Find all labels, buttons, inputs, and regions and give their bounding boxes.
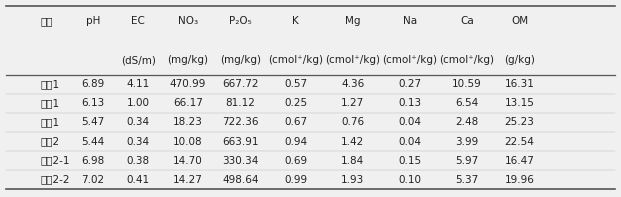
Text: 10.08: 10.08 [173,137,202,147]
Text: Ca: Ca [460,16,474,26]
Text: 0.04: 0.04 [398,117,422,127]
Text: 횟쉅2-2: 횟쉅2-2 [40,175,70,185]
Text: 1.00: 1.00 [127,98,150,108]
Text: EC: EC [131,16,145,26]
Text: K: K [292,16,299,26]
Text: 0.94: 0.94 [284,137,307,147]
Text: NO₃: NO₃ [178,16,198,26]
Text: 3.99: 3.99 [455,137,479,147]
Text: 농가: 농가 [40,16,53,26]
Text: 0.25: 0.25 [284,98,307,108]
Text: 6.98: 6.98 [81,156,105,165]
Text: 7.02: 7.02 [81,175,105,185]
Text: 2.48: 2.48 [455,117,479,127]
Text: 0.99: 0.99 [284,175,307,185]
Text: 5.47: 5.47 [81,117,105,127]
Text: (cmol⁺/kg): (cmol⁺/kg) [268,55,323,65]
Text: 663.91: 663.91 [222,137,259,147]
Text: 0.10: 0.10 [398,175,422,185]
Text: (g/kg): (g/kg) [504,55,535,65]
Text: 0.27: 0.27 [398,79,422,89]
Text: 4.36: 4.36 [341,79,365,89]
Text: 1.93: 1.93 [341,175,365,185]
Text: 25.23: 25.23 [504,117,535,127]
Text: (cmol⁺/kg): (cmol⁺/kg) [325,55,380,65]
Text: 66.17: 66.17 [173,98,203,108]
Text: 498.64: 498.64 [222,175,259,185]
Text: (cmol⁺/kg): (cmol⁺/kg) [440,55,494,65]
Text: 19.96: 19.96 [504,175,535,185]
Text: 5.37: 5.37 [455,175,479,185]
Text: 722.36: 722.36 [222,117,259,127]
Text: 10.59: 10.59 [452,79,482,89]
Text: P₂O₅: P₂O₅ [229,16,252,26]
Text: OM: OM [511,16,528,26]
Text: 0.57: 0.57 [284,79,307,89]
Text: 0.67: 0.67 [284,117,307,127]
Text: 0.76: 0.76 [341,117,365,127]
Text: 5.44: 5.44 [81,137,105,147]
Text: Na: Na [403,16,417,26]
Text: 16.31: 16.31 [504,79,535,89]
Text: 18.23: 18.23 [173,117,203,127]
Text: 0.34: 0.34 [127,137,150,147]
Text: (mg/kg): (mg/kg) [220,55,261,65]
Text: (mg/kg): (mg/kg) [167,55,209,65]
Text: 0.38: 0.38 [127,156,150,165]
Text: 1.27: 1.27 [341,98,365,108]
Text: Mg: Mg [345,16,360,26]
Text: 0.41: 0.41 [127,175,150,185]
Text: pH: pH [86,16,101,26]
Text: 22.54: 22.54 [504,137,535,147]
Text: 횟쉅1: 횟쉅1 [40,98,60,108]
Text: 5.97: 5.97 [455,156,479,165]
Text: 0.34: 0.34 [127,117,150,127]
Text: 14.70: 14.70 [173,156,202,165]
Text: 470.99: 470.99 [170,79,206,89]
Text: 330.34: 330.34 [222,156,259,165]
Text: 6.54: 6.54 [455,98,479,108]
Text: 6.13: 6.13 [81,98,105,108]
Text: 4.11: 4.11 [127,79,150,89]
Text: 0.13: 0.13 [398,98,422,108]
Text: 667.72: 667.72 [222,79,259,89]
Text: 0.69: 0.69 [284,156,307,165]
Text: 0.15: 0.15 [398,156,422,165]
Text: 횟쉅2-1: 횟쉅2-1 [40,156,70,165]
Text: 6.89: 6.89 [81,79,105,89]
Text: (cmol⁺/kg): (cmol⁺/kg) [383,55,437,65]
Text: 1.42: 1.42 [341,137,365,147]
Text: (dS/m): (dS/m) [120,55,156,65]
Text: 13.15: 13.15 [504,98,535,108]
Text: 0.04: 0.04 [398,137,422,147]
Text: 홍천1: 홍천1 [40,117,60,127]
Text: 16.47: 16.47 [504,156,535,165]
Text: 화쉅1: 화쉅1 [40,79,60,89]
Text: 홍천2: 홍천2 [40,137,60,147]
Text: 81.12: 81.12 [225,98,256,108]
Text: 14.27: 14.27 [173,175,203,185]
Text: 1.84: 1.84 [341,156,365,165]
